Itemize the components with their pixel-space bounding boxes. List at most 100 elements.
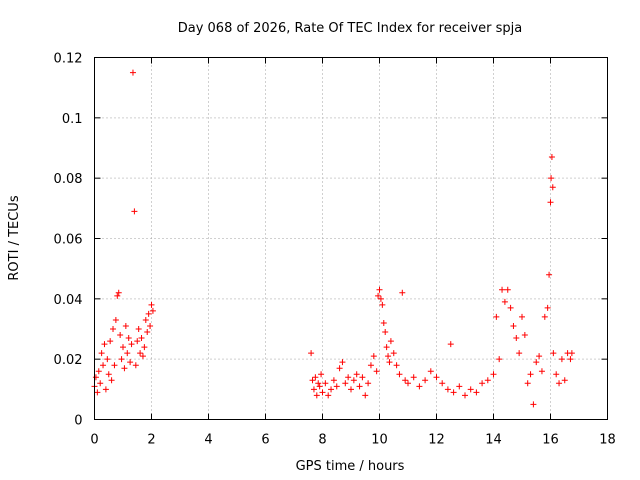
data-point xyxy=(556,380,563,387)
data-point xyxy=(336,365,343,372)
data-point xyxy=(333,383,340,390)
data-point xyxy=(144,329,151,336)
data-point xyxy=(105,371,112,378)
data-point xyxy=(138,335,145,342)
data-point xyxy=(353,371,360,378)
data-point xyxy=(427,368,434,375)
tick-layer: 0 2 4 6 8 10 12 14 16 18 0 0.02 0.04 0.06 0.08 0.1 0.12 xyxy=(54,52,616,448)
data-point xyxy=(108,377,115,384)
data-point xyxy=(139,353,146,360)
data-point xyxy=(328,386,335,393)
data-point xyxy=(316,383,323,390)
data-point xyxy=(433,374,440,381)
data-point xyxy=(362,392,369,399)
data-point xyxy=(131,208,138,215)
y-tick-label: 0.06 xyxy=(54,233,83,248)
data-point xyxy=(490,371,497,378)
chart-title: Day 068 of 2026, Rate Of TEC Index for r… xyxy=(178,21,523,36)
data-point xyxy=(348,386,354,393)
data-point xyxy=(444,386,451,393)
data-point xyxy=(102,386,109,393)
data-point xyxy=(380,319,387,326)
data-point xyxy=(318,371,325,378)
data-point xyxy=(132,362,139,369)
y-tick-label: 0.08 xyxy=(54,172,83,187)
data-point xyxy=(128,341,135,348)
data-point xyxy=(98,350,105,357)
data-point xyxy=(125,335,132,342)
data-point xyxy=(541,313,548,320)
data-point xyxy=(370,353,377,360)
data-point xyxy=(510,322,517,329)
data-point xyxy=(356,383,363,390)
data-point xyxy=(147,322,154,329)
data-point xyxy=(548,175,555,182)
data-point xyxy=(110,326,117,332)
data-point xyxy=(342,380,349,387)
x-tick-label: 2 xyxy=(147,433,155,448)
data-point xyxy=(367,362,374,369)
data-point xyxy=(315,380,322,387)
data-point xyxy=(399,289,406,296)
data-point xyxy=(504,286,511,293)
data-point xyxy=(313,392,320,399)
y-tick-label: 0.1 xyxy=(62,112,83,127)
data-point xyxy=(310,386,317,393)
data-point xyxy=(422,377,429,384)
plot-frame xyxy=(94,57,608,420)
data-point xyxy=(135,326,142,332)
data-point xyxy=(456,383,463,390)
data-points xyxy=(91,69,575,408)
y-tick-label: 0 xyxy=(74,414,82,429)
data-point xyxy=(365,380,372,387)
data-point xyxy=(386,359,393,366)
data-point xyxy=(112,316,119,323)
data-point xyxy=(100,362,107,369)
y-tick-label: 0.12 xyxy=(54,52,83,67)
data-point xyxy=(382,329,389,336)
data-point xyxy=(127,359,134,366)
data-point xyxy=(561,377,568,384)
data-point xyxy=(114,292,121,299)
data-point xyxy=(121,365,128,372)
data-point xyxy=(95,368,102,375)
data-point xyxy=(345,374,352,381)
data-point xyxy=(544,304,551,311)
data-point xyxy=(325,392,332,399)
data-point xyxy=(312,374,319,381)
data-point xyxy=(377,295,384,302)
data-point xyxy=(319,389,326,396)
data-point xyxy=(309,377,316,384)
data-point xyxy=(567,356,574,363)
data-point xyxy=(122,322,129,329)
data-point xyxy=(550,350,557,357)
x-tick-label: 14 xyxy=(485,433,502,448)
data-point xyxy=(359,374,366,381)
data-point xyxy=(339,359,346,366)
data-point xyxy=(142,316,149,323)
data-point xyxy=(521,332,528,339)
data-point xyxy=(484,377,491,384)
data-point xyxy=(104,356,111,363)
y-tick-label: 0.04 xyxy=(54,293,83,308)
data-point xyxy=(516,350,523,357)
data-point xyxy=(536,353,543,360)
data-point xyxy=(115,289,122,296)
data-point xyxy=(92,374,99,381)
data-point xyxy=(396,371,403,378)
data-point xyxy=(553,371,560,378)
data-point xyxy=(117,332,124,339)
data-point xyxy=(137,350,144,357)
data-point xyxy=(533,359,540,366)
data-point xyxy=(479,380,486,387)
data-point xyxy=(124,350,131,357)
x-tick-label: 18 xyxy=(599,433,616,448)
data-point xyxy=(322,380,329,387)
data-point xyxy=(390,350,397,357)
data-point xyxy=(450,389,457,396)
data-point xyxy=(538,368,545,375)
data-point xyxy=(94,389,101,396)
data-point xyxy=(447,341,454,348)
x-tick-label: 8 xyxy=(318,433,326,448)
